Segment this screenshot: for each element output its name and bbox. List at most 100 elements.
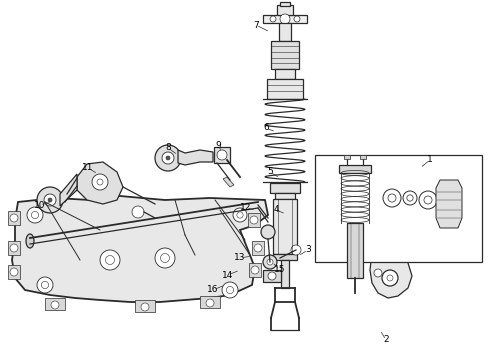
Ellipse shape [26,234,34,248]
Circle shape [390,234,394,238]
Circle shape [386,240,398,252]
Circle shape [250,216,258,224]
Bar [252,241,264,255]
Circle shape [261,225,275,239]
Circle shape [383,189,401,207]
Bar [281,260,289,288]
Circle shape [419,191,437,209]
Circle shape [155,248,175,268]
Circle shape [407,195,413,201]
Polygon shape [178,150,213,165]
Bar [8,211,20,225]
Circle shape [267,259,273,265]
Circle shape [280,14,290,24]
Circle shape [31,211,39,219]
Text: 14: 14 [222,270,234,279]
Circle shape [388,194,396,202]
Circle shape [390,254,394,258]
Polygon shape [370,193,412,298]
Circle shape [403,191,417,205]
Text: 8: 8 [165,144,171,153]
Circle shape [270,16,276,22]
Polygon shape [223,177,234,187]
Circle shape [381,249,385,253]
Bar [339,165,371,173]
Circle shape [51,301,59,309]
Circle shape [27,207,43,223]
Bar [277,5,293,15]
Circle shape [222,282,238,298]
Bar [280,2,290,6]
Circle shape [424,196,432,204]
Bar [200,296,220,308]
Bar [45,298,65,310]
Circle shape [10,214,18,222]
Text: 2: 2 [383,336,389,345]
Circle shape [399,249,403,253]
Text: 4: 4 [273,206,279,215]
Circle shape [41,282,49,289]
Bar [273,254,297,260]
Circle shape [400,215,410,225]
Bar [263,15,307,23]
Text: 6: 6 [263,123,269,132]
Bar [8,265,20,279]
Bar [344,155,350,159]
Circle shape [162,152,174,164]
Text: 9: 9 [215,140,221,149]
Polygon shape [436,180,462,228]
Circle shape [233,208,247,222]
Polygon shape [77,162,123,204]
Circle shape [37,187,63,213]
Circle shape [291,245,301,255]
Circle shape [268,272,276,280]
Circle shape [97,179,103,185]
Circle shape [251,266,259,274]
Circle shape [374,269,382,277]
Bar [270,183,300,193]
Circle shape [399,239,403,243]
Circle shape [166,156,170,160]
Circle shape [105,256,115,265]
Bar [360,155,366,159]
Circle shape [382,270,398,286]
Text: 13: 13 [234,253,246,262]
Bar [267,79,303,99]
Bar [279,23,291,41]
Text: 10: 10 [34,201,46,210]
Bar [8,241,20,255]
Circle shape [37,277,53,293]
Circle shape [10,268,18,276]
Bar [248,213,260,227]
Circle shape [206,299,214,307]
Bar [271,41,299,69]
Bar [315,155,482,262]
Text: 7: 7 [253,21,259,30]
Bar [275,69,295,79]
Bar [214,147,230,163]
Bar [347,223,363,278]
Text: 3: 3 [305,246,311,255]
Text: 15: 15 [274,266,286,274]
Circle shape [161,253,170,262]
Text: 1: 1 [427,156,433,165]
Polygon shape [60,174,77,206]
Circle shape [217,150,227,160]
Circle shape [254,244,262,252]
Circle shape [10,244,18,252]
Bar [273,199,297,254]
Circle shape [378,232,406,260]
Circle shape [294,16,300,22]
Circle shape [237,212,243,218]
Bar [135,300,155,312]
Bar [249,263,261,277]
Circle shape [387,275,393,281]
Circle shape [263,255,277,269]
Circle shape [226,287,234,294]
Circle shape [100,250,120,270]
Circle shape [381,239,385,243]
Text: 5: 5 [267,167,273,176]
Circle shape [44,194,56,206]
Bar [275,193,295,199]
Text: 16: 16 [207,285,219,294]
